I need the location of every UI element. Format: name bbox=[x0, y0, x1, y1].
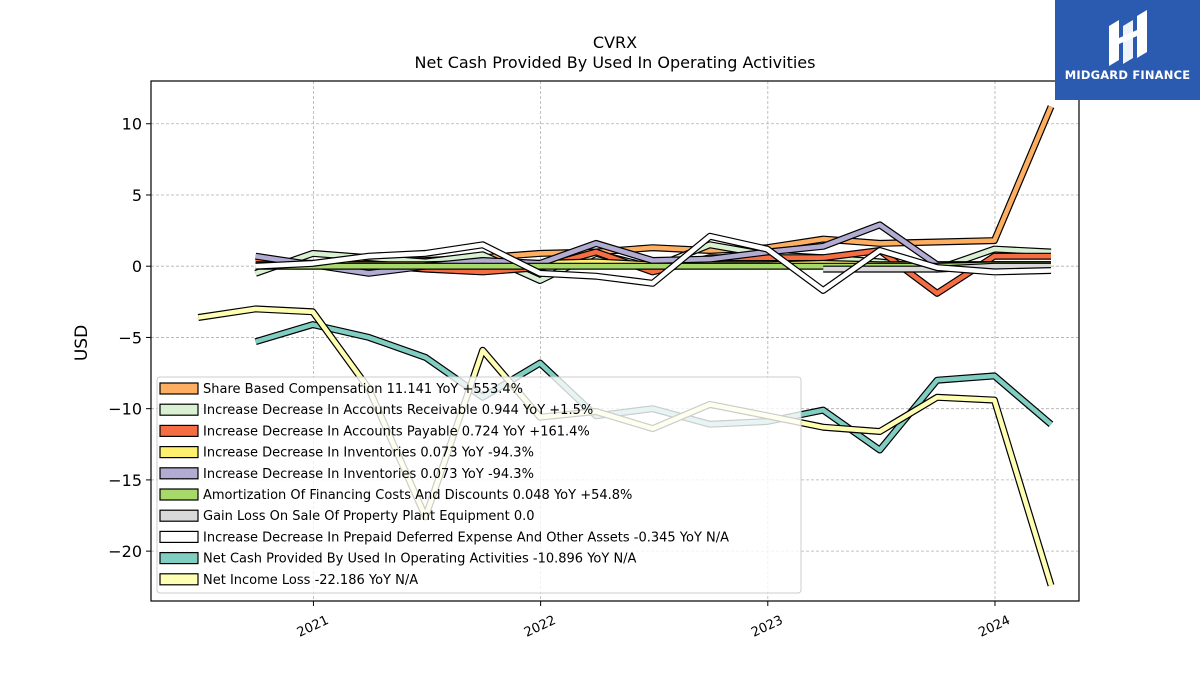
legend-label: Amortization Of Financing Costs And Disc… bbox=[203, 488, 632, 503]
brand-logo-text: MIDGARD FINANCE bbox=[1064, 68, 1191, 82]
legend-label: Net Cash Provided By Used In Operating A… bbox=[203, 552, 637, 567]
x-tick-label: 2024 bbox=[976, 613, 1012, 641]
series-line bbox=[255, 234, 1052, 293]
x-tick-label: 2021 bbox=[295, 613, 331, 641]
legend-label: Net Income Loss -22.186 YoY N/A bbox=[203, 573, 418, 588]
legend-label: Gain Loss On Sale Of Property Plant Equi… bbox=[203, 509, 535, 524]
legend-swatch bbox=[159, 488, 199, 501]
y-tick-label: −5 bbox=[118, 328, 142, 347]
y-tick-label: −10 bbox=[108, 400, 142, 419]
legend-label: Increase Decrease In Inventories 0.073 Y… bbox=[203, 446, 534, 461]
plot-frame bbox=[150, 80, 1080, 602]
legend-swatch bbox=[159, 446, 199, 459]
y-tick-label: 10 bbox=[122, 115, 142, 134]
y-tick-label: 0 bbox=[132, 257, 142, 276]
x-axis-ticks: 2021 2022 2023 2024 bbox=[295, 601, 1013, 641]
legend-swatch bbox=[159, 382, 199, 395]
x-tick-label: 2022 bbox=[522, 613, 558, 641]
chart-title: CVRX bbox=[593, 33, 637, 52]
grid-lines bbox=[151, 81, 1079, 601]
series-lines bbox=[197, 105, 1055, 587]
y-tick-label: −20 bbox=[108, 542, 142, 561]
series-line bbox=[255, 105, 1054, 268]
chart-subtitle: Net Cash Provided By Used In Operating A… bbox=[415, 53, 816, 72]
series-line bbox=[255, 222, 1051, 276]
legend-swatch bbox=[159, 467, 199, 480]
y-axis-ticks: 10 5 0 −5 −10 −15 −20 bbox=[108, 115, 151, 561]
brand-logo: MIDGARD FINANCE bbox=[1055, 0, 1200, 100]
legend-swatch bbox=[159, 551, 199, 565]
legend-label: Increase Decrease In Prepaid Deferred Ex… bbox=[203, 530, 729, 545]
brand-logo-mark bbox=[1109, 10, 1147, 66]
legend-swatch bbox=[159, 424, 199, 437]
legend-swatch bbox=[159, 403, 199, 416]
legend-label: Increase Decrease In Accounts Receivable… bbox=[203, 403, 593, 418]
legend-label: Share Based Compensation 11.141 YoY +553… bbox=[203, 382, 523, 397]
legend-swatch bbox=[159, 530, 199, 544]
legend-label: Increase Decrease In Accounts Payable 0.… bbox=[203, 424, 590, 439]
legend-box bbox=[156, 376, 802, 594]
legend-label: Increase Decrease In Inventories 0.073 Y… bbox=[203, 467, 534, 482]
y-tick-label: 5 bbox=[132, 186, 142, 205]
y-tick-label: −15 bbox=[108, 471, 142, 490]
legend: Share Based Compensation 11.141 YoY +553… bbox=[156, 376, 802, 594]
legend-swatch bbox=[159, 573, 199, 586]
y-axis-label: USD bbox=[72, 325, 92, 361]
x-tick-label: 2023 bbox=[749, 613, 785, 641]
legend-swatch bbox=[159, 509, 199, 522]
